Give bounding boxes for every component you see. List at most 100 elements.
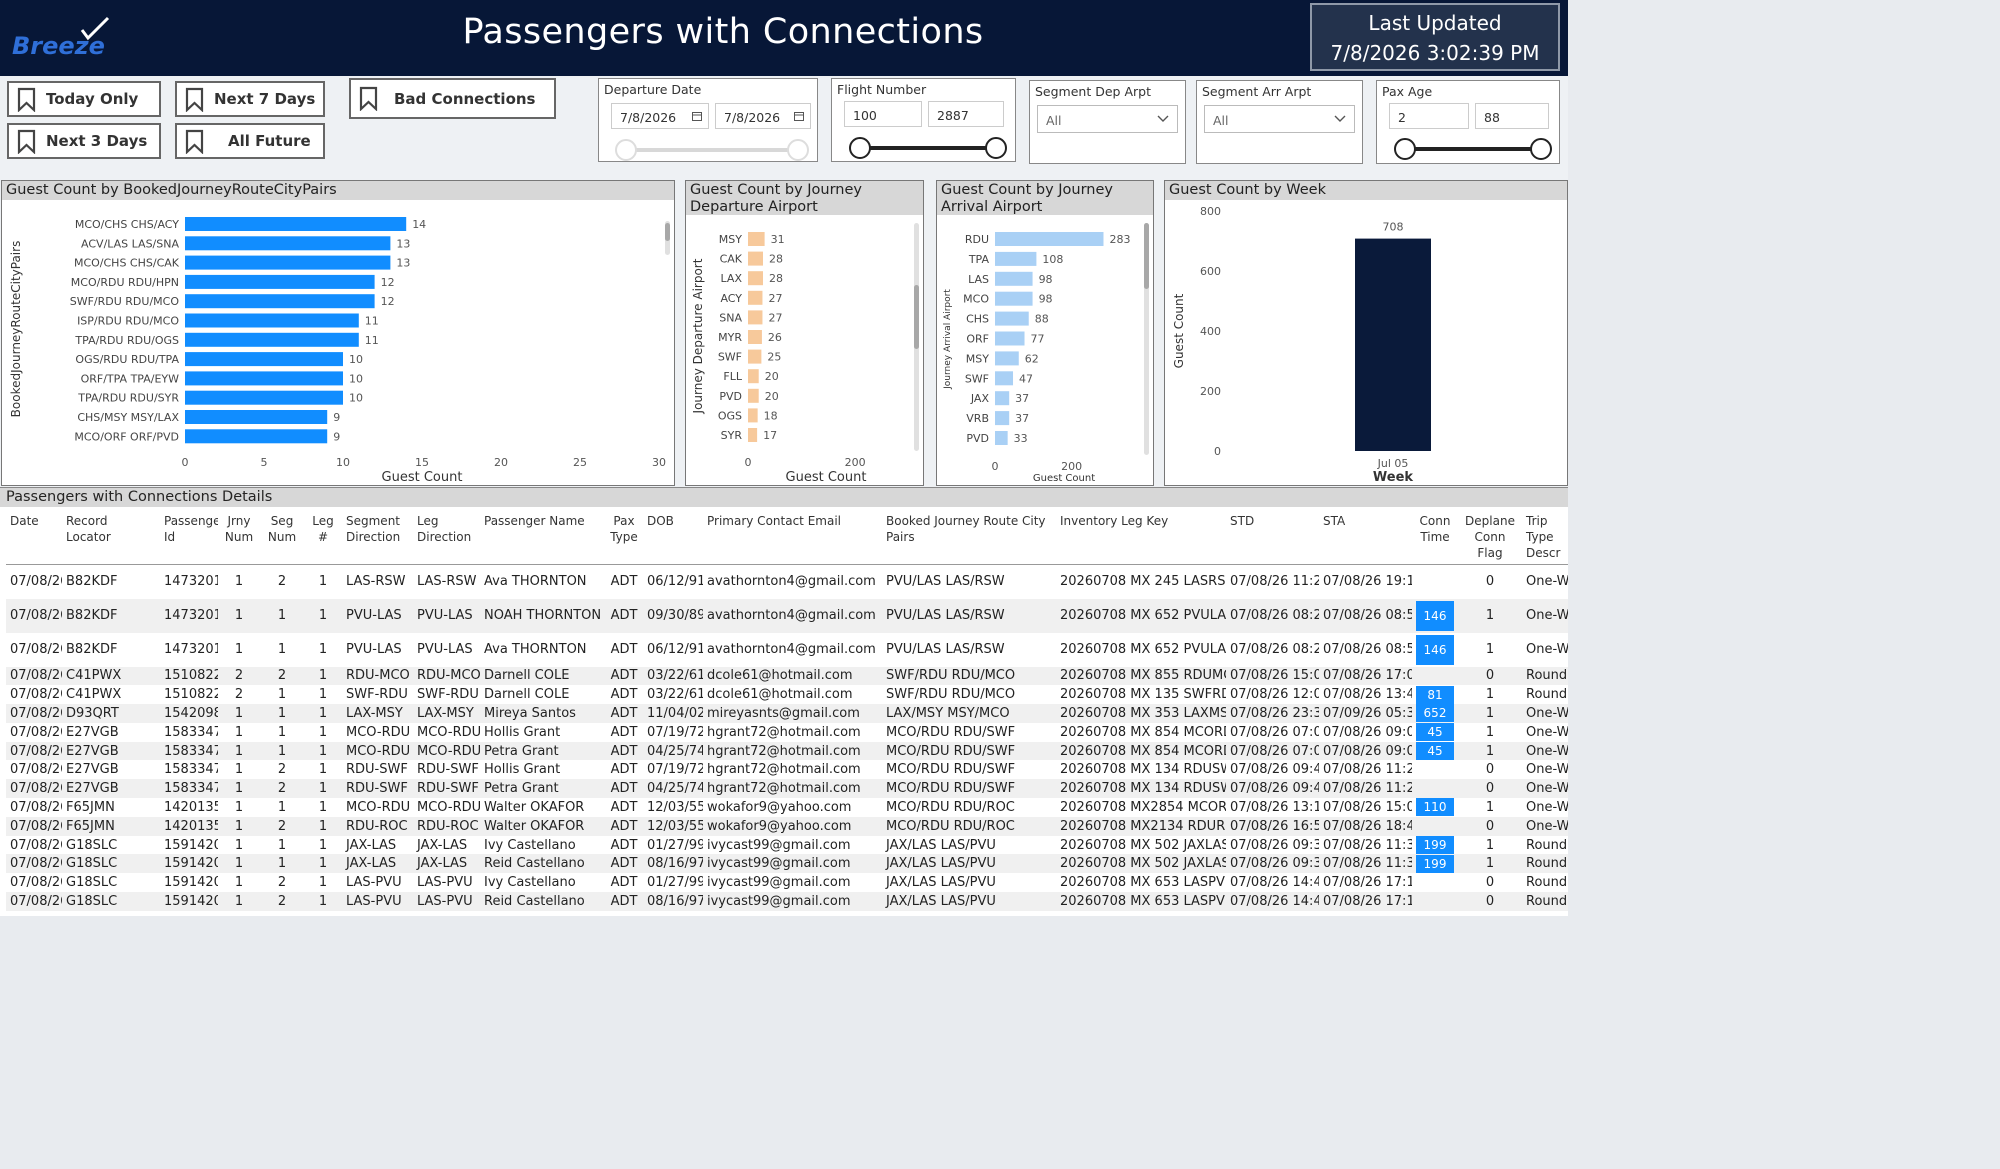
table-row[interactable]: 07/08/26F65JMN14201358121RDU-ROCRDU-ROCW… [6, 816, 1568, 836]
table-cell: PVU/LAS LAS/RSW [886, 574, 1005, 590]
table-row[interactable]: 07/08/26D93QRT15420981111LAX-MSYLAX-MSYM… [6, 704, 1568, 723]
route-bar[interactable] [185, 236, 391, 251]
column-header[interactable]: Seg Num [260, 510, 304, 565]
today-only-button[interactable]: Today Only [7, 81, 161, 117]
table-cell: 1 [318, 724, 328, 740]
arrival-bar[interactable] [995, 371, 1014, 386]
table-row[interactable]: 07/08/26C41PWX15108226221RDU-MCORDU-MCOD… [6, 666, 1568, 686]
column-header[interactable]: Trip Type Descr [1522, 510, 1568, 565]
departure-date-to[interactable]: 7/8/2026 [715, 103, 811, 129]
departure-bar[interactable] [748, 271, 763, 286]
date-slider-end-handle[interactable] [787, 139, 809, 161]
flight-number-slicer: Flight Number 100 2887 [831, 78, 1016, 162]
column-header[interactable]: Date [6, 510, 62, 565]
departure-chart-scrollbar[interactable] [914, 223, 919, 451]
departure-bar[interactable] [748, 310, 763, 325]
table-cell: 15914204 [160, 854, 218, 874]
week-bar[interactable] [1355, 238, 1431, 451]
table-row[interactable]: 07/08/26E27VGB15833471121RDU-SWFRDU-SWFP… [6, 779, 1568, 799]
column-header[interactable]: STA [1319, 510, 1412, 565]
arrival-bar[interactable] [995, 232, 1104, 246]
arrival-bar[interactable] [995, 271, 1033, 286]
column-header[interactable]: Segment Direction [342, 510, 413, 565]
column-header[interactable]: DOB [643, 510, 703, 565]
table-row[interactable]: 07/08/26G18SLC 15914203 1 2 1 LAS-PVU LAS-PVU I… [6, 873, 1568, 892]
arrival-bar[interactable] [995, 291, 1033, 306]
departure-bar[interactable] [748, 408, 758, 423]
table-row[interactable]: 07/08/26G18SLC 15914203 1 1 1 JAX-LAS JAX-LAS I… [6, 836, 1568, 855]
departure-bar[interactable] [748, 232, 765, 246]
next-7-days-button[interactable]: Next 7 Days [175, 81, 325, 117]
arrival-bar[interactable] [995, 331, 1025, 346]
arrival-bar[interactable] [995, 251, 1037, 266]
column-header[interactable]: Primary Contact Email [703, 510, 882, 565]
table-row[interactable]: 07/08/26B82KDF14732014111PVU-LASPVU-LASN… [6, 598, 1568, 633]
arrival-airport-chart: RDU 283 TPA 108 LAS 98 MCO 98 CHS 88 ORF 77 MSY 62 SWF… [943, 232, 1130, 484]
column-header[interactable]: Leg # [304, 510, 342, 565]
route-bar[interactable] [185, 313, 359, 328]
flight-number-min-input[interactable]: 100 [844, 101, 922, 127]
pax-age-slider-max-handle[interactable] [1530, 138, 1552, 160]
table-row[interactable]: 07/08/26B82KDF 14732015 1 2 1 LAS-RSW LAS-RSW A… [6, 565, 1568, 599]
route-bar[interactable] [185, 332, 359, 347]
table-row[interactable]: 07/08/26F65JMN14201358111MCO-RDUMCO-RDUW… [6, 798, 1568, 817]
route-bar[interactable] [185, 410, 328, 424]
pax-age-min-input[interactable]: 2 [1389, 103, 1469, 129]
date-slider-start-handle[interactable] [615, 139, 637, 161]
column-header[interactable]: Leg Direction [413, 510, 480, 565]
column-header[interactable]: Pax Type [605, 510, 643, 565]
departure-bar[interactable] [748, 290, 763, 305]
departure-bar[interactable] [748, 428, 758, 442]
route-bar[interactable] [185, 255, 391, 270]
departure-bar[interactable] [748, 330, 762, 344]
arrival-bar[interactable] [995, 311, 1029, 326]
route-bar[interactable] [185, 294, 375, 309]
column-header[interactable]: Conn Time [1412, 510, 1458, 565]
arrival-bar[interactable] [995, 411, 1010, 426]
route-bar[interactable] [185, 429, 328, 444]
all-future-button[interactable]: All Future [175, 123, 325, 159]
next-3-days-button[interactable]: Next 3 Days [7, 123, 161, 159]
route-bar[interactable] [185, 217, 407, 231]
pax-age-max-input[interactable]: 88 [1475, 103, 1549, 129]
departure-data-label: 28 [769, 253, 783, 266]
column-header[interactable]: Passenger Id [160, 510, 218, 565]
route-bar[interactable] [185, 390, 343, 405]
flight-slider-max-handle[interactable] [985, 137, 1007, 159]
table-row[interactable]: 07/08/26E27VGB 15833470 1 2 1 RDU-SWF RDU-SWF H… [6, 760, 1568, 779]
route-chart-scrollbar[interactable] [665, 221, 670, 255]
route-bar[interactable] [185, 274, 375, 289]
column-header[interactable]: Jrny Num [218, 510, 260, 565]
column-header[interactable]: Record Locator [62, 510, 160, 565]
arrival-bar[interactable] [995, 391, 1010, 406]
column-header[interactable]: Deplane Conn Flag [1458, 510, 1522, 565]
arrival-bar[interactable] [995, 351, 1019, 366]
table-row[interactable]: 07/08/26E27VGB15833470111MCO-RDUMCO-RDUH… [6, 723, 1568, 742]
departure-bar[interactable] [748, 388, 759, 403]
table-row[interactable]: 07/08/26E27VGB15833471111MCO-RDUMCO-RDUP… [6, 741, 1568, 761]
arrival-chart-scrollbar[interactable] [1144, 223, 1149, 455]
column-header[interactable]: Passenger Name [480, 510, 605, 565]
table-row[interactable]: 07/08/26 B82KDF 14732015 1 1 1 PVU-LAS PVU-LAS A… [6, 633, 1568, 667]
route-bar[interactable] [185, 371, 343, 386]
departure-bar[interactable] [748, 251, 763, 266]
table-row[interactable]: 07/08/26G18SLC15914204121LAS-PVULAS-PVUR… [6, 892, 1568, 911]
departure-bar[interactable] [748, 349, 762, 364]
arrival-bar[interactable] [995, 431, 1008, 445]
table-row[interactable]: 07/08/26G18SLC15914204111JAX-LASJAX-LASR… [6, 854, 1568, 874]
column-header[interactable]: Booked Journey Route City Pairs [882, 510, 1056, 565]
route-bar[interactable] [185, 352, 343, 367]
table-cell: JAX/LAS LAS/PVU [886, 837, 996, 853]
bad-connections-button[interactable]: Bad Connections [349, 78, 556, 119]
pax-age-slider-min-handle[interactable] [1394, 138, 1416, 160]
flight-slider-min-handle[interactable] [849, 137, 871, 159]
segment-dep-arpt-dropdown[interactable]: All [1037, 105, 1178, 133]
column-header[interactable]: STD [1226, 510, 1319, 565]
segment-arr-arpt-dropdown[interactable]: All [1204, 105, 1355, 133]
departure-bar[interactable] [748, 369, 759, 384]
departure-date-from[interactable]: 7/8/2026 [611, 103, 709, 129]
flight-number-max-input[interactable]: 2887 [928, 101, 1004, 127]
column-header[interactable]: Inventory Leg Key [1056, 510, 1226, 565]
table-row[interactable]: 07/08/26C41PWX 15108226 2 1 1 SWF-RDU SWF-RDU D… [6, 685, 1568, 704]
